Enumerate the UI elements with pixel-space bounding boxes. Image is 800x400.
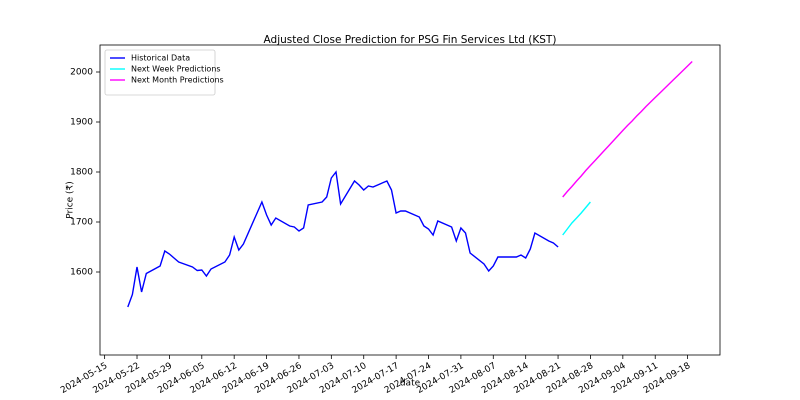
y-axis-label: Price (₹) [66, 181, 76, 219]
chart-title: Adjusted Close Prediction for PSG Fin Se… [264, 34, 557, 46]
series-line [562, 60, 693, 198]
series-line [562, 201, 591, 236]
legend-label: Next Month Predictions [131, 76, 224, 85]
legend-label: Historical Data [131, 54, 190, 63]
plot-frame [99, 44, 721, 356]
y-tick-label: 2000 [70, 68, 93, 78]
series-line [127, 170, 559, 308]
y-tick-label: 1800 [70, 168, 93, 178]
y-tick-label: 1600 [70, 268, 93, 278]
y-tick-label: 1700 [70, 218, 93, 228]
x-axis-label: date [400, 379, 421, 389]
legend-label: Next Week Predictions [131, 65, 221, 74]
y-tick-label: 1900 [70, 118, 93, 128]
legend-box [104, 49, 216, 96]
